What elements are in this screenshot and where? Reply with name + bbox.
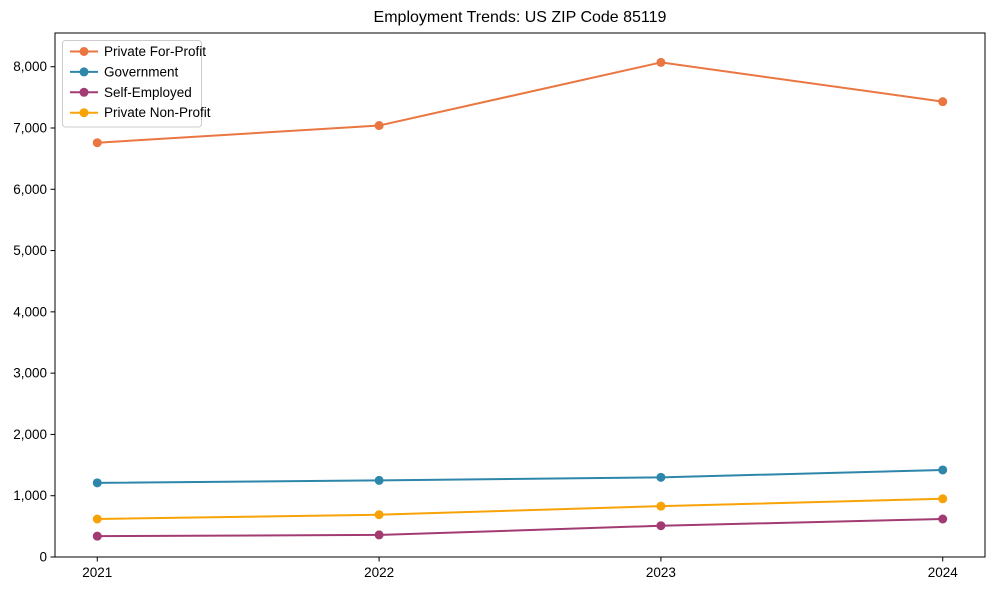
chart-title: Employment Trends: US ZIP Code 85119 (373, 9, 667, 26)
data-point-marker (374, 475, 384, 485)
y-tick-label: 7,000 (13, 120, 47, 135)
data-point-marker (92, 531, 102, 541)
data-point-marker (656, 57, 666, 67)
legend-label: Private Non-Profit (104, 105, 211, 120)
y-tick-label: 5,000 (13, 243, 47, 258)
x-tick-label: 2024 (928, 565, 959, 580)
y-tick-label: 1,000 (13, 488, 47, 503)
data-point-marker (938, 514, 948, 524)
series-line (96, 468, 944, 484)
legend-box (62, 40, 202, 128)
legend-marker-icon (79, 87, 89, 97)
data-point-marker (374, 121, 384, 131)
legend-marker-icon (79, 67, 89, 77)
legend-marker-icon (79, 47, 89, 56)
y-tick-label: 3,000 (13, 366, 47, 381)
data-point-marker (656, 472, 666, 482)
data-point-marker (92, 138, 102, 148)
data-point-marker (656, 501, 666, 511)
y-tick-label: 6,000 (13, 182, 47, 197)
legend-label: Self-Employed (104, 85, 192, 100)
x-tick-label: 2021 (82, 565, 112, 580)
y-tick-label: 0 (39, 550, 47, 565)
x-tick-label: 2022 (364, 565, 394, 580)
legend-label: Government (104, 64, 179, 79)
data-point-marker (938, 465, 948, 475)
y-tick-label: 8,000 (13, 59, 47, 74)
data-point-marker (938, 494, 948, 504)
legend-label: Private For-Profit (104, 44, 206, 59)
series-line (96, 518, 944, 538)
series-line (96, 61, 944, 144)
data-point-marker (92, 478, 102, 488)
y-tick-label: 4,000 (13, 304, 47, 319)
legend-marker-icon (79, 108, 89, 118)
data-point-marker (92, 514, 102, 524)
data-point-marker (938, 97, 948, 107)
data-point-marker (374, 530, 384, 540)
data-point-marker (374, 510, 384, 520)
axes-frame (54, 32, 986, 558)
x-tick-label: 2023 (646, 565, 676, 580)
series-line (96, 497, 944, 521)
y-tick-label: 2,000 (13, 427, 47, 442)
data-point-marker (656, 521, 666, 531)
